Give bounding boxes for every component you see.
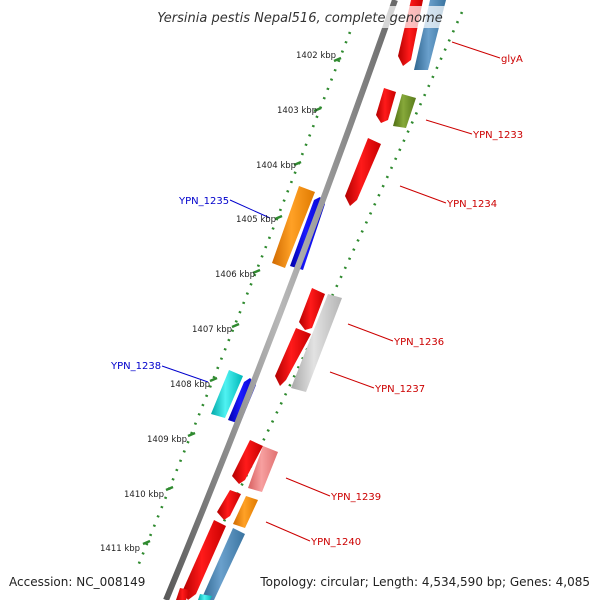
- kbp-tick-mark: [274, 214, 283, 221]
- kbp-tick-label: 1406 kbp: [215, 270, 255, 280]
- topology-text: Topology: circular; Length: 4,534,590 bp…: [259, 575, 590, 589]
- kbp-tick-label: 1402 kbp: [296, 51, 336, 61]
- gene-ypn1237-arrow[interactable]: [275, 328, 311, 386]
- gene-label-ypn1235[interactable]: YPN_1235: [178, 196, 229, 207]
- gene-ypn1235-block[interactable]: [272, 186, 315, 268]
- leader-glyA: [451, 41, 501, 59]
- leader-ypn1233: [425, 119, 473, 135]
- label-leaders: [161, 41, 501, 542]
- kbp-tick-label: 1407 kbp: [192, 325, 232, 335]
- gene-label-glyA[interactable]: glyA: [501, 54, 523, 65]
- kbp-tick-label: 1408 kbp: [170, 380, 210, 390]
- gene-ypn1234-arrow[interactable]: [345, 138, 381, 206]
- gene-ypn1233-partner-block[interactable]: [393, 94, 416, 128]
- map-title: Yersinia pestis Nepal516, complete genom…: [157, 11, 442, 26]
- leader-ypn1236: [347, 323, 394, 342]
- gene-label-ypn1239[interactable]: YPN_1239: [330, 492, 381, 503]
- gene-ypn1236-arrow[interactable]: [299, 288, 325, 330]
- gene-label-ypn1234[interactable]: YPN_1234: [446, 199, 497, 210]
- kbp-tick-mark: [187, 431, 196, 438]
- kbp-tick-mark: [142, 539, 151, 546]
- gene-features: [176, 0, 446, 600]
- kbp-tick-label: 1409 kbp: [147, 435, 187, 445]
- leader-ypn1240: [265, 521, 311, 542]
- leader-ypn1238: [161, 365, 209, 383]
- gene-ypn1236-partner-block[interactable]: [291, 294, 342, 392]
- gene-bottom-red-arrow[interactable]: [182, 520, 226, 600]
- gene-label-ypn1233[interactable]: YPN_1233: [472, 130, 523, 141]
- gene-ypn1239-partner-block[interactable]: [248, 446, 278, 492]
- gene-ypn1239-arrow[interactable]: [232, 440, 263, 484]
- gene-bottom-red-tail[interactable]: [176, 588, 190, 600]
- leader-ypn1234: [399, 185, 447, 204]
- kbp-tick-mark: [333, 56, 342, 63]
- gene-label-ypn1236[interactable]: YPN_1236: [393, 337, 444, 348]
- accession-text: Accession: NC_008149: [9, 575, 145, 589]
- kbp-tick-mark: [252, 268, 261, 275]
- leader-ypn1237: [329, 371, 375, 389]
- gene-ypn1238-block[interactable]: [211, 370, 243, 418]
- gene-bottom-steel-block[interactable]: [201, 528, 245, 600]
- kbp-tick-label: 1404 kbp: [256, 161, 296, 171]
- gene-ypn1240-arrow[interactable]: [217, 490, 241, 520]
- title-backdrop: [148, 6, 454, 28]
- kbp-tick-mark: [165, 485, 174, 492]
- genome-backbone: [163, 0, 398, 600]
- leader-ypn1239: [285, 477, 331, 497]
- kbp-tick-mark: [313, 106, 322, 113]
- kbp-tick-label: 1411 kbp: [100, 544, 140, 554]
- kbp-tick-label: 1410 kbp: [124, 490, 164, 500]
- kbp-tick-mark: [209, 376, 218, 383]
- gene-ypn1233-arrow[interactable]: [376, 88, 396, 123]
- gene-label-ypn1237[interactable]: YPN_1237: [374, 384, 425, 395]
- gene-bottom-cyan-tail[interactable]: [198, 594, 212, 600]
- gene-ypn1240-partner-block[interactable]: [233, 496, 258, 528]
- kbp-tick-mark: [231, 322, 240, 329]
- kbp-tick-label: 1403 kbp: [277, 106, 317, 116]
- kbp-tick-mark: [293, 160, 302, 167]
- kbp-tick-label: 1405 kbp: [236, 215, 276, 225]
- gene-label-ypn1238[interactable]: YPN_1238: [110, 361, 161, 372]
- gene-labels: glyA YPN_1233 YPN_1234 YPN_1235 YPN_1236…: [110, 54, 523, 548]
- leader-ypn1235: [229, 199, 271, 219]
- gene-label-ypn1240[interactable]: YPN_1240: [310, 537, 361, 548]
- kbp-ticks: 1402 kbp 1403 kbp 1404 kbp 1405 kbp 1406…: [100, 51, 342, 554]
